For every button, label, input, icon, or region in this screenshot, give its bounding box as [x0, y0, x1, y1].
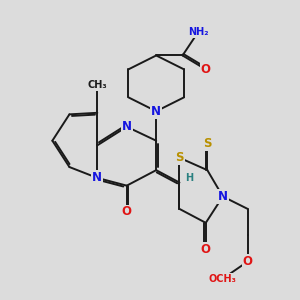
Text: OCH₃: OCH₃: [209, 274, 237, 284]
Text: O: O: [201, 63, 211, 76]
Text: S: S: [175, 151, 184, 164]
Text: S: S: [203, 137, 212, 150]
Text: N: N: [151, 105, 161, 118]
Text: H: H: [185, 173, 193, 183]
Text: O: O: [122, 206, 132, 218]
Text: CH₃: CH₃: [88, 80, 107, 90]
Text: N: N: [218, 190, 228, 203]
Text: N: N: [122, 120, 132, 133]
Text: N: N: [92, 171, 102, 184]
Text: O: O: [243, 255, 253, 268]
Text: O: O: [201, 243, 211, 256]
Text: NH₂: NH₂: [188, 27, 208, 37]
